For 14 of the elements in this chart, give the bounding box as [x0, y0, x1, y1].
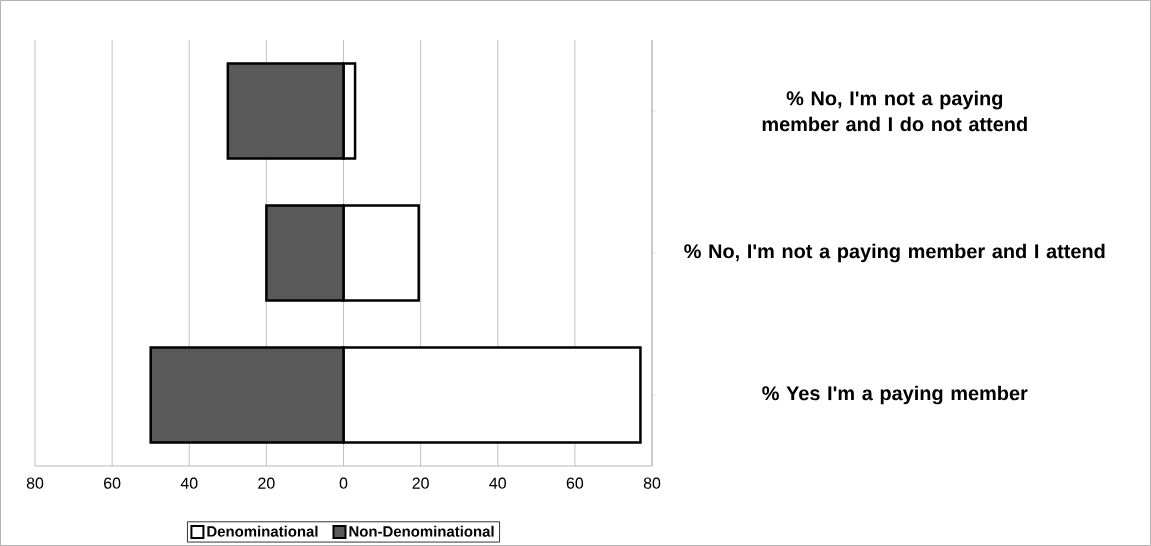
x-tick-label: 20 [258, 477, 275, 489]
y-tick-label: % Yes I'm a paying member [762, 385, 1028, 405]
x-tick-label: 80 [26, 477, 44, 489]
y-tick-label: % No, I'm not a paying member and I do not attend [762, 90, 1027, 132]
x-tick-label: 80 [643, 477, 661, 489]
x-tick-label: 60 [566, 477, 584, 489]
x-tick-label: 0 [339, 477, 348, 489]
x-tick-label: 20 [412, 477, 429, 489]
x-tick-label: 60 [104, 477, 121, 489]
legend-label: Non-Denominational [349, 525, 494, 537]
legend-label: Denominational [207, 525, 318, 537]
x-tick-label: 40 [489, 477, 506, 489]
x-tick-label: 40 [180, 477, 198, 489]
y-tick-label: % No, I'm not a paying member and I attend [684, 243, 1105, 263]
